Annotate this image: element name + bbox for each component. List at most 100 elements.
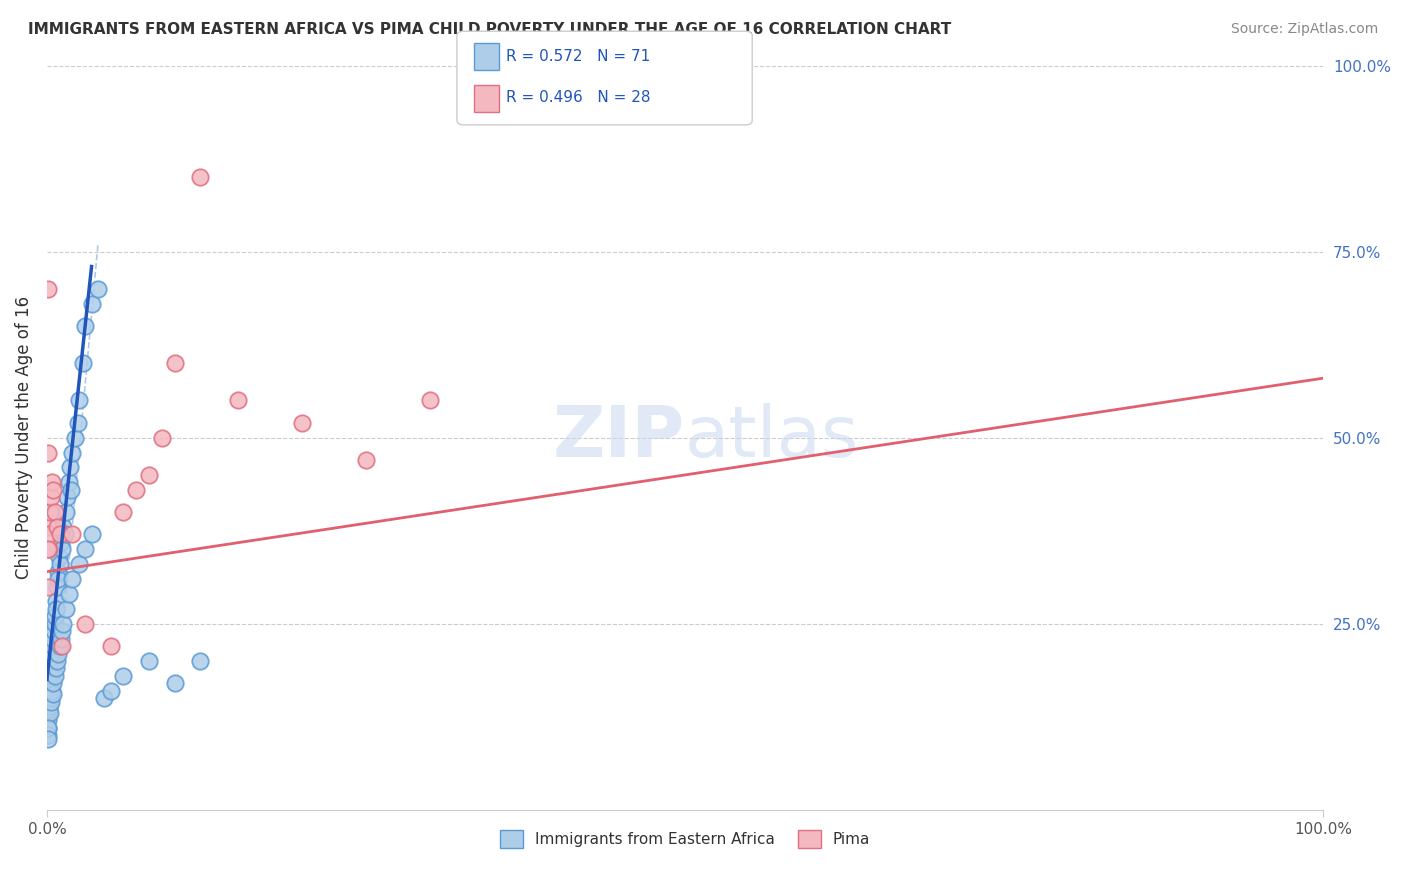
Text: R = 0.496   N = 28: R = 0.496 N = 28 — [506, 90, 651, 105]
Point — [58, 475, 80, 490]
Point — [67, 558, 90, 572]
Point — [55, 602, 77, 616]
Point — [419, 393, 441, 408]
Point — [138, 654, 160, 668]
Point — [37, 728, 59, 742]
Point — [48, 558, 70, 572]
Point — [46, 565, 69, 579]
Point — [59, 460, 82, 475]
Point — [41, 688, 63, 702]
Point — [38, 542, 60, 557]
Point — [51, 639, 73, 653]
Point — [42, 483, 65, 497]
Point — [100, 683, 122, 698]
Point — [66, 416, 89, 430]
Point — [52, 616, 75, 631]
Point — [38, 676, 60, 690]
Point — [188, 170, 211, 185]
Point — [39, 669, 62, 683]
Point — [38, 702, 60, 716]
Point — [44, 669, 66, 683]
Point — [37, 706, 59, 720]
Y-axis label: Child Poverty Under the Age of 16: Child Poverty Under the Age of 16 — [15, 296, 32, 579]
Text: atlas: atlas — [685, 403, 859, 472]
Point — [75, 616, 97, 631]
Point — [44, 616, 66, 631]
Point — [72, 356, 94, 370]
Point — [80, 297, 103, 311]
Point — [41, 639, 63, 653]
Point — [87, 282, 110, 296]
Point — [37, 542, 59, 557]
Point — [42, 676, 65, 690]
Point — [42, 632, 65, 646]
Point — [51, 624, 73, 639]
Text: R = 0.572   N = 71: R = 0.572 N = 71 — [506, 49, 651, 64]
Point — [46, 654, 69, 668]
Text: ZIP: ZIP — [553, 403, 685, 472]
Point — [37, 721, 59, 735]
Point — [37, 282, 59, 296]
Point — [39, 706, 62, 720]
Point — [163, 676, 186, 690]
Point — [44, 609, 66, 624]
Point — [41, 695, 63, 709]
Point — [41, 654, 63, 668]
Point — [39, 661, 62, 675]
Point — [37, 732, 59, 747]
Point — [38, 527, 60, 541]
Point — [67, 393, 90, 408]
Point — [56, 490, 79, 504]
Point — [46, 580, 69, 594]
Point — [93, 691, 115, 706]
Point — [37, 445, 59, 459]
Point — [37, 520, 59, 534]
Point — [80, 527, 103, 541]
Point — [45, 594, 67, 608]
Point — [112, 505, 135, 519]
Text: IMMIGRANTS FROM EASTERN AFRICA VS PIMA CHILD POVERTY UNDER THE AGE OF 16 CORRELA: IMMIGRANTS FROM EASTERN AFRICA VS PIMA C… — [28, 22, 952, 37]
Point — [38, 698, 60, 713]
Point — [291, 416, 314, 430]
Point — [48, 549, 70, 564]
Point — [354, 453, 377, 467]
Point — [53, 527, 76, 541]
Point — [37, 721, 59, 735]
Point — [125, 483, 148, 497]
Point — [48, 639, 70, 653]
Point — [58, 587, 80, 601]
Point — [188, 654, 211, 668]
Point — [46, 520, 69, 534]
Point — [37, 580, 59, 594]
Text: Source: ZipAtlas.com: Source: ZipAtlas.com — [1230, 22, 1378, 37]
Point — [150, 431, 173, 445]
Point — [42, 624, 65, 639]
Point — [48, 572, 70, 586]
Point — [60, 483, 83, 497]
Point — [44, 505, 66, 519]
Point — [41, 475, 63, 490]
Point — [37, 714, 59, 728]
Point — [48, 647, 70, 661]
Point — [163, 356, 186, 370]
Point — [39, 490, 62, 504]
Point — [39, 691, 62, 706]
Point — [45, 602, 67, 616]
Point — [55, 505, 77, 519]
Point — [100, 639, 122, 653]
Point — [38, 680, 60, 694]
Point — [49, 534, 72, 549]
Point — [39, 505, 62, 519]
Point — [37, 691, 59, 706]
Point — [63, 431, 86, 445]
Point — [45, 661, 67, 675]
Point — [138, 467, 160, 482]
Point — [62, 572, 84, 586]
Point — [112, 669, 135, 683]
Point — [41, 647, 63, 661]
Point — [51, 542, 73, 557]
Point — [41, 683, 63, 698]
Point — [52, 520, 75, 534]
Point — [62, 445, 84, 459]
Point — [48, 527, 70, 541]
